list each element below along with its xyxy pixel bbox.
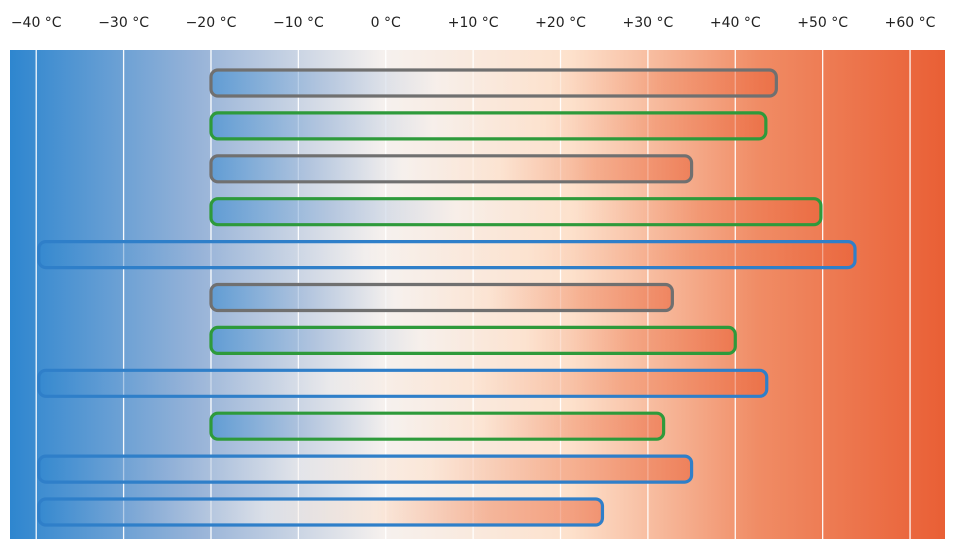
x-tick-label: −30 °C <box>98 15 149 31</box>
range-bar <box>37 454 694 484</box>
x-tick-label: +30 °C <box>623 15 674 31</box>
range-bar <box>37 368 769 398</box>
range-bar <box>209 154 694 184</box>
range-bar <box>209 68 778 98</box>
range-bar <box>209 197 823 227</box>
range-bar <box>209 325 737 355</box>
range-bar <box>209 282 674 313</box>
x-tick-label: −40 °C <box>11 15 62 31</box>
range-bar <box>37 497 605 527</box>
x-tick-label: +10 °C <box>448 15 499 31</box>
range-bar <box>37 240 857 270</box>
x-tick-label: −20 °C <box>186 15 237 31</box>
x-tick-label: −10 °C <box>273 15 324 31</box>
x-tick-label: +60 °C <box>885 15 936 31</box>
x-tick-label: +40 °C <box>710 15 761 31</box>
range-bar <box>209 111 768 141</box>
x-axis-tick-labels: −40 °C −30 °C −20 °C −10 °C 0 °C +10 °C +20 °C… <box>11 15 936 31</box>
x-tick-label: +20 °C <box>535 15 586 31</box>
x-tick-label: +50 °C <box>797 15 848 31</box>
range-bars <box>37 68 857 527</box>
range-bar <box>209 411 666 441</box>
x-tick-label: 0 °C <box>371 15 401 31</box>
